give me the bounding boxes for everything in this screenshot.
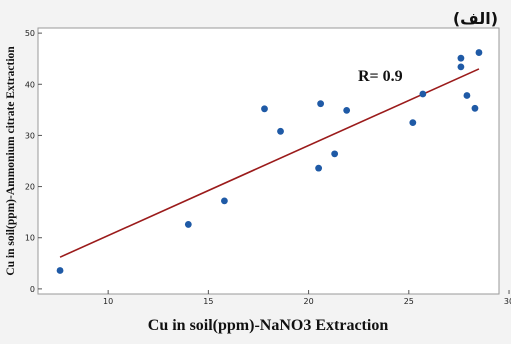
data-point xyxy=(409,119,417,127)
x-tick-label: 20 xyxy=(303,297,313,306)
data-point xyxy=(457,54,465,62)
y-axis-label: Cu in soil(ppm)-Ammonium citrate Extract… xyxy=(5,46,17,276)
y-tick-label: 40 xyxy=(25,80,35,89)
data-point xyxy=(315,164,323,172)
y-tick-label: 0 xyxy=(30,285,35,294)
y-tick-label: 50 xyxy=(25,29,35,38)
regression-line xyxy=(59,68,480,258)
data-point xyxy=(475,49,483,56)
r-annotation: R= 0.9 xyxy=(358,68,403,85)
y-tick-label: 20 xyxy=(25,183,35,192)
x-axis-label: Cu in soil(ppm)-NaNO3 Extraction xyxy=(148,317,389,334)
plot-area xyxy=(37,27,500,295)
data-point xyxy=(457,63,465,71)
data-point xyxy=(463,92,471,99)
data-point xyxy=(221,197,228,205)
y-tick-label: 30 xyxy=(25,131,35,140)
data-point xyxy=(277,127,284,135)
panel-label: (الف) xyxy=(452,9,498,28)
x-tick-label: 30 xyxy=(504,297,511,306)
data-point xyxy=(419,90,427,98)
data-point xyxy=(343,106,351,114)
data-point xyxy=(317,100,325,108)
x-tick-label: 15 xyxy=(203,297,213,306)
x-tick-label: 25 xyxy=(404,297,414,306)
data-point xyxy=(471,104,479,112)
data-point xyxy=(56,267,64,274)
y-tick-label: 10 xyxy=(25,234,35,243)
data-point xyxy=(331,150,339,158)
x-tick-label: 10 xyxy=(103,297,113,306)
data-point xyxy=(261,105,268,113)
data-point xyxy=(184,221,192,228)
